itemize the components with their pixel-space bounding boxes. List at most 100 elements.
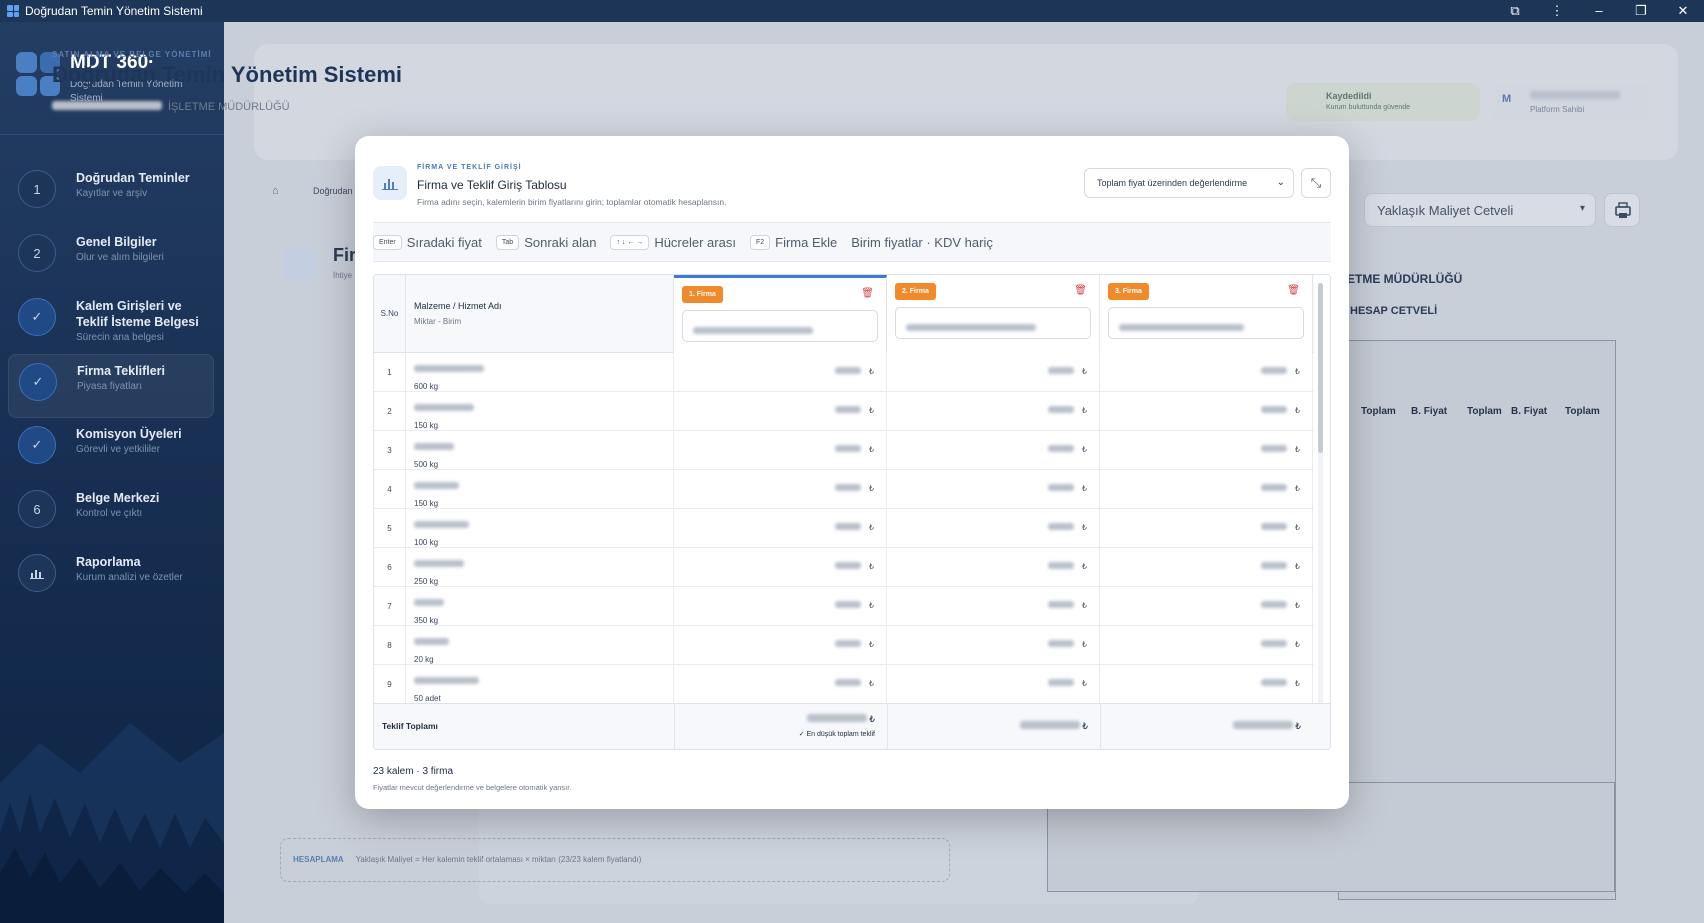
close-button[interactable]: ✕ [1677,3,1689,18]
item-name-cell: 50 adet [406,665,674,704]
extension-icon[interactable]: ⧉ [1510,3,1520,18]
calculation-label: HESAPLAMA [293,855,344,864]
price-cell-firm-1[interactable]: ₺ [674,470,887,509]
price-cell-firm-2[interactable]: ₺ [887,587,1100,626]
price-cell-firm-2[interactable]: ₺ [887,548,1100,587]
price-cell-firm-1[interactable]: ₺ [674,353,887,392]
total-firm-2: ₺ [887,704,1100,749]
page-title: Doğrudan Temin Yönetim Sistemi [52,62,403,87]
trash-icon[interactable]: 🗑 [861,288,874,299]
step-belge-merkezi[interactable]: 6 Belge Merkezi Kontrol ve çıktı [8,482,214,546]
step-number: 6 [18,490,56,528]
brand-subtitle: Doğrudan Temin Yönetim Sistemi [70,79,183,104]
trash-icon[interactable]: 🗑 [1074,285,1087,296]
minimize-button[interactable]: – [1595,3,1603,18]
price-cell-firm-3[interactable]: ₺ [1100,626,1313,665]
evaluation-select-value: Toplam fiyat üzerinden değerlendirme [1097,178,1248,188]
scrollbar[interactable] [1318,283,1323,749]
price-cell-firm-1[interactable]: ₺ [674,509,887,548]
step-subtitle: Görevli ve yetkililer [76,444,160,455]
firm-column-2: 2. Firma 🗑 [887,275,1100,353]
brand-logo-icon [16,52,60,96]
auto-note: Fiyatlar mevcut değerlendirme ve belgele… [373,783,572,792]
price-cell-firm-2[interactable]: ₺ [887,470,1100,509]
step-kalem-girisleri[interactable]: ✓ Kalem Girişleri ve Teklif İsteme Belge… [8,290,214,354]
row-number: 5 [374,509,406,548]
price-cell-firm-2[interactable]: ₺ [887,353,1100,392]
price-cell-firm-2[interactable]: ₺ [887,665,1100,704]
shortcut-label: Sonraki alan [524,234,597,250]
price-cell-firm-3[interactable]: ₺ [1100,587,1313,626]
price-cell-firm-1[interactable]: ₺ [674,626,887,665]
offer-grid: S.No Malzeme / Hizmet Adı Miktar - Birim… [373,274,1331,750]
step-title: Genel Bilgiler [76,235,157,249]
step-genel-bilgiler[interactable]: 2 Genel Bilgiler Olur ve alım bilgileri [8,226,214,290]
grid-rows: 1 600 kg ₺ ₺ ₺ 2 150 kg ₺ ₺ ₺ 3 500 kg ₺ ₺ ₺ 4 150 kg ₺ ₺ ₺… [374,353,1314,704]
price-cell-firm-3[interactable]: ₺ [1100,509,1313,548]
home-icon[interactable]: ⌂ [272,185,279,197]
currency-symbol: ₺ [1081,484,1087,493]
sidebar-divider [0,134,224,135]
step-raporlama[interactable]: Raporlama Kurum analizi ve özetler [8,546,214,610]
price-cell-firm-1[interactable]: ₺ [674,431,887,470]
currency-symbol: ₺ [1294,484,1300,493]
step-komisyon-uyeleri[interactable]: ✓ Komisyon Üyeleri Görevli ve yetkililer [8,418,214,482]
row-number: 2 [374,392,406,431]
price-cell-firm-2[interactable]: ₺ [887,431,1100,470]
row-number: 3 [374,431,406,470]
collapse-icon[interactable]: ⤡ [1301,168,1331,198]
price-cell-firm-1[interactable]: ₺ [674,665,887,704]
trash-icon[interactable]: 🗑 [1287,285,1300,296]
window-title: Doğrudan Temin Yönetim Sistemi [25,4,203,18]
org-name: İŞLETME MÜDÜRLÜĞÜ [52,101,290,113]
col-header: B. Fiyat [1511,406,1548,417]
evaluation-select[interactable]: Toplam fiyat üzerinden değerlendirme ⌄ [1084,168,1294,198]
price-cell-firm-2[interactable]: ₺ [887,626,1100,665]
price-cell-firm-3[interactable]: ₺ [1100,548,1313,587]
price-cell-firm-3[interactable]: ₺ [1100,665,1313,704]
section-title: Fir [333,245,357,265]
currency-symbol: ₺ [868,523,874,532]
price-cell-firm-1[interactable]: ₺ [674,392,887,431]
breadcrumb[interactable]: Doğrudan [313,186,353,196]
price-cell-firm-3[interactable]: ₺ [1100,431,1313,470]
header-kicker: SATIN ALMA VE BELGE YÖNETİMİ [52,50,212,59]
item-name-cell: 600 kg [406,353,674,392]
price-cell-firm-3[interactable]: ₺ [1100,392,1313,431]
item-name-cell: 500 kg [406,431,674,470]
currency-symbol: ₺ [868,679,874,688]
currency-symbol: ₺ [1294,367,1300,376]
saved-title: Kaydedildi [1326,91,1372,101]
firm-badge: 2. Firma [895,283,936,300]
price-cell-firm-2[interactable]: ₺ [887,392,1100,431]
firm-name-input[interactable] [895,307,1091,339]
brand-title: MDT 360· [70,52,155,73]
firm-name-input[interactable] [682,310,878,342]
user-profile[interactable]: M Platform Sahibi [1490,83,1654,121]
price-cell-firm-3[interactable]: ₺ [1100,353,1313,392]
modal-kicker: FİRMA VE TEKLİF GİRİŞİ [417,164,522,171]
total-label: Teklif Toplamı [382,721,438,731]
firm-badge: 1. Firma [682,286,723,303]
document-select[interactable]: Yaklaşık Maliyet Cetveli ▾ [1364,193,1596,227]
row-number: 6 [374,548,406,587]
firm-name-input[interactable] [1108,307,1304,339]
scrollbar-thumb[interactable] [1318,283,1323,453]
price-cell-firm-2[interactable]: ₺ [887,509,1100,548]
price-cell-firm-1[interactable]: ₺ [674,548,887,587]
step-subtitle: Kayıtlar ve arşiv [76,188,148,199]
col-header: Toplam [1467,406,1502,417]
step-firma-teklifleri[interactable]: ✓ Firma Teklifleri Piyasa fiyatları [8,354,214,418]
step-subtitle: Kurum analizi ve özetler [76,572,183,583]
more-menu-icon[interactable]: ⋮ [1550,3,1564,18]
currency-symbol: ₺ [868,445,874,454]
restore-button[interactable]: ❐ [1635,3,1647,18]
price-cell-firm-1[interactable]: ₺ [674,587,887,626]
sidebar: MDT 360· Doğrudan Temin Yönetim Sistemi … [0,22,224,923]
price-cell-firm-3[interactable]: ₺ [1100,470,1313,509]
kbd-tab: Tab [495,234,520,250]
print-icon[interactable] [1604,193,1640,227]
col-unit-label: Miktar - Birim [414,317,462,326]
step-dogrudan-teminler[interactable]: 1 Doğrudan Teminler Kayıtlar ve arşiv [8,162,214,226]
window-titlebar: Doğrudan Temin Yönetim Sistemi ⧉ ⋮ – ❐ ✕ [0,0,1704,22]
